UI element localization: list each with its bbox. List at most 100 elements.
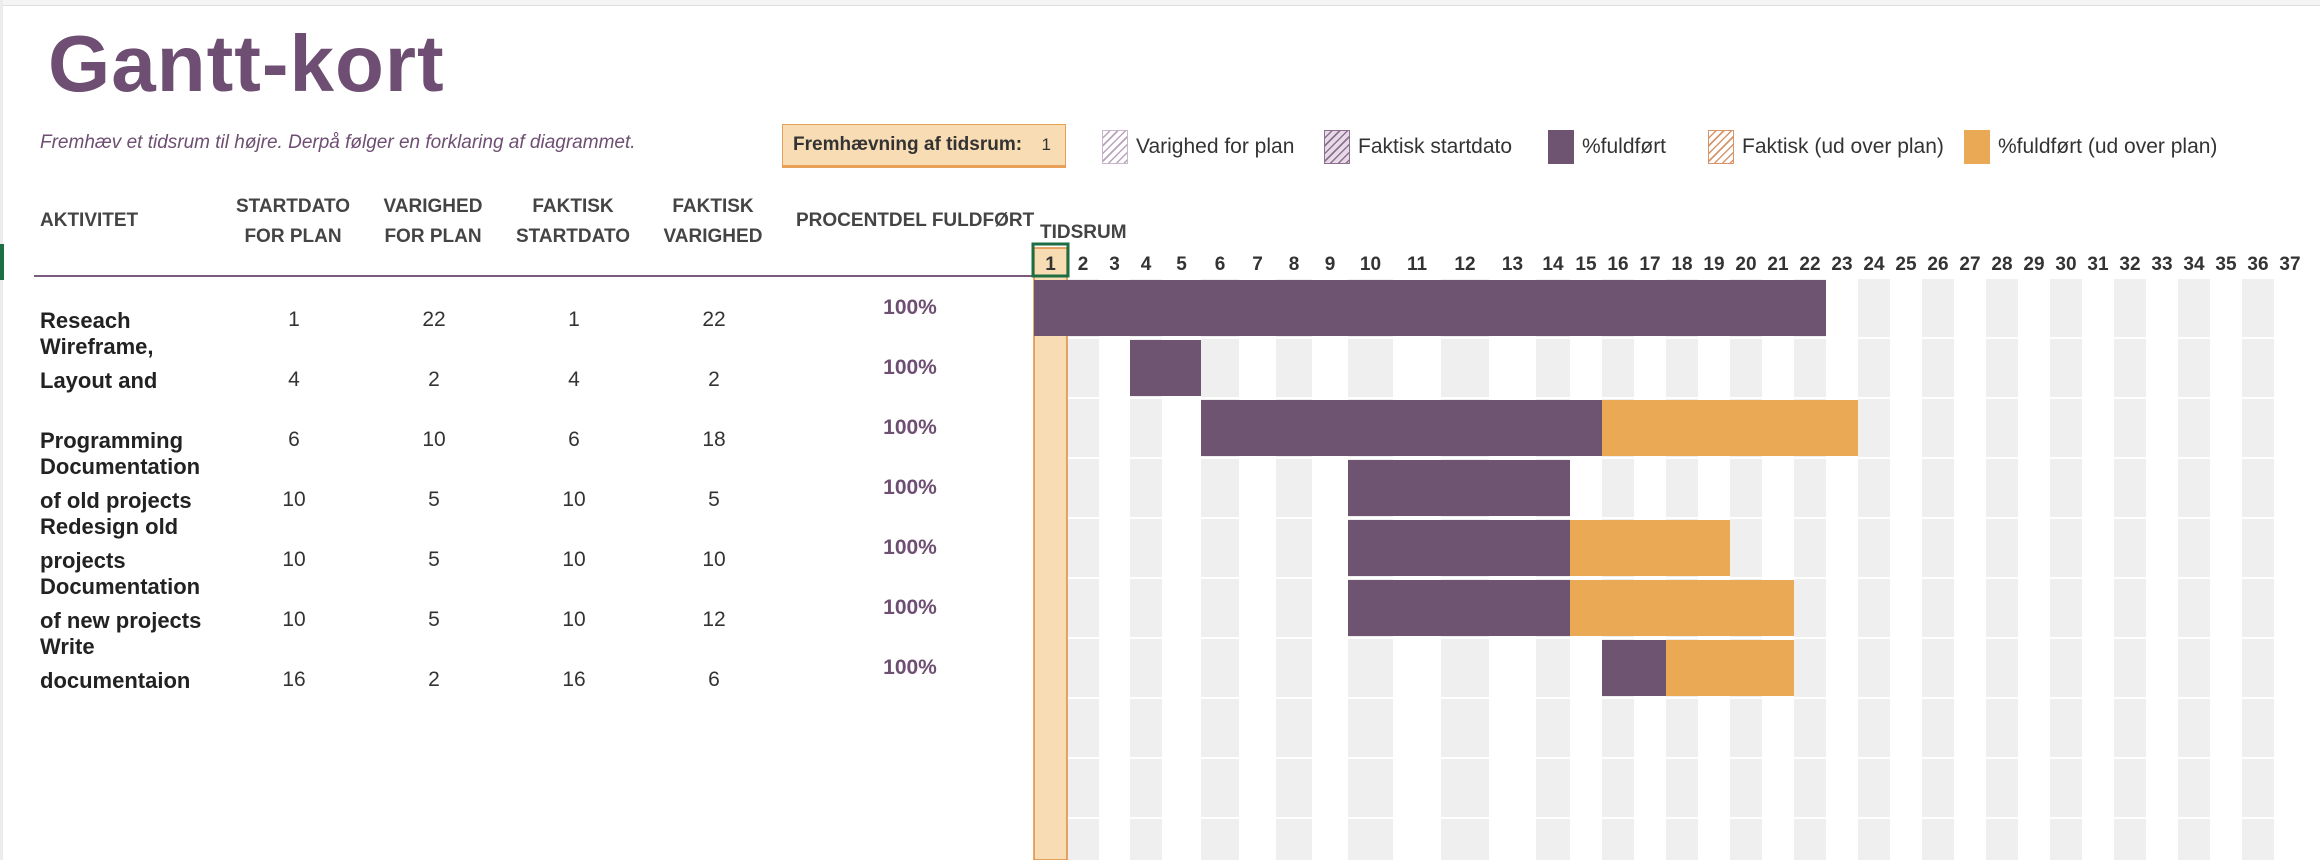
grid-column-shade (2242, 278, 2274, 860)
grid-column-shade (2050, 278, 2082, 860)
legend-percent-complete-beyond: %fuldført (ud over plan) (1964, 128, 2217, 166)
actual-duration-cell: 18 (702, 428, 726, 451)
actual-start-cell: 10 (562, 488, 586, 511)
header-line: FOR PLAN (384, 226, 482, 247)
column-header-period: TIDSRUM (1040, 222, 1127, 243)
actual-duration-cell: 12 (702, 608, 726, 631)
legend-actual-beyond-plan: Faktisk (ud over plan) (1708, 128, 1944, 166)
percent-complete-cell: 100% (883, 596, 937, 619)
plan-duration-swatch-icon (1102, 130, 1128, 164)
header-line: STARTDATO (236, 196, 350, 217)
day-label: 15 (1575, 254, 1597, 275)
highlight-period-field[interactable]: Fremhævning af tidsrum: 1 (782, 124, 1066, 168)
grid-column-shade (1067, 278, 1099, 860)
task-name-redesign: Redesign old projects (40, 510, 240, 578)
actual-start-swatch-icon (1324, 130, 1350, 164)
actual-start-cell: 10 (562, 548, 586, 571)
bar-percent-complete (1201, 400, 1602, 456)
plan-start-cell: 1 (288, 308, 300, 331)
column-header-plan-start: STARTDATO FOR PLAN (228, 192, 358, 252)
plan-start-cell: 4 (288, 368, 300, 391)
legend-actual-start: Faktisk startdato (1324, 128, 1512, 166)
task-name-wireframe: Wireframe, Layout and (40, 330, 240, 398)
task-name-line: Documentation (40, 454, 201, 479)
legend-plan-duration: Varighed for plan (1102, 128, 1294, 166)
highlighted-period-column (1033, 247, 1068, 860)
task-name-line: Documentation (40, 574, 201, 599)
bar-complete-beyond-plan (1570, 580, 1794, 636)
percent-complete-cell: 100% (883, 416, 937, 439)
actual-start-cell: 1 (568, 308, 580, 331)
bar-percent-complete (1348, 520, 1570, 576)
plan-duration-cell: 22 (422, 308, 446, 331)
header-line: VARIGHED (663, 226, 763, 247)
day-label: 3 (1109, 254, 1120, 275)
plan-start-cell: 10 (282, 548, 306, 571)
bar-complete-beyond-plan (1570, 520, 1730, 576)
plan-duration-cell: 2 (428, 368, 440, 391)
plan-start-cell: 6 (288, 428, 300, 451)
highlight-period-label: Fremhævning af tidsrum: (793, 134, 1023, 155)
day-label: 32 (2119, 254, 2140, 275)
day-label: 8 (1289, 254, 1300, 275)
header-line: FOR PLAN (244, 226, 342, 247)
header-line: VARIGHED (383, 196, 483, 217)
legend-percent-complete: %fuldført (1548, 128, 1666, 166)
day-label: 22 (1799, 254, 1820, 275)
day-label: 25 (1895, 254, 1917, 275)
header-line: FAKTISK (532, 196, 614, 217)
bar-percent-complete (1130, 340, 1201, 396)
highlight-period-value[interactable]: 1 (1041, 135, 1051, 154)
column-header-actual-start: FAKTISK STARTDATO (508, 192, 638, 252)
plan-start-cell: 10 (282, 488, 306, 511)
bar-complete-beyond-plan (1602, 400, 1858, 456)
percent-complete-swatch-icon (1548, 130, 1574, 164)
actual-start-cell: 10 (562, 608, 586, 631)
day-label: 24 (1863, 254, 1885, 275)
task-name-line: of new projects (40, 608, 202, 633)
task-name-programming: Programming (40, 424, 240, 458)
bar-complete-beyond-plan (1666, 640, 1794, 696)
percent-complete-cell: 100% (883, 536, 937, 559)
actual-start-cell: 16 (562, 668, 586, 691)
header-line: STARTDATO (516, 226, 630, 247)
actual-duration-cell: 5 (708, 488, 720, 511)
task-name-line: documentaion (40, 668, 191, 693)
percent-complete-cell: 100% (883, 476, 937, 499)
plan-duration-cell: 5 (428, 608, 440, 631)
actual-duration-cell: 6 (708, 668, 720, 691)
plan-start-cell: 10 (282, 608, 306, 631)
grid-column-shade (2178, 278, 2210, 860)
grid-column-shade (1201, 278, 1239, 860)
plan-duration-cell: 5 (428, 488, 440, 511)
percent-complete-beyond-swatch-icon (1964, 130, 1990, 164)
actual-start-cell: 4 (568, 368, 580, 391)
day-label: 10 (1360, 254, 1381, 275)
task-name-line: Wireframe, (40, 334, 154, 359)
column-header-percent-complete: PROCENTDEL FULDFØRT (796, 210, 1035, 231)
legend-label: %fuldført (1582, 135, 1667, 158)
task-name-line: Write (40, 634, 95, 659)
legend-label: Varighed for plan (1136, 135, 1295, 158)
legend-label: Faktisk startdato (1358, 135, 1513, 158)
legend-label: %fuldført (ud over plan) (1998, 135, 2218, 158)
day-label: 7 (1252, 254, 1263, 275)
selected-row-marker (0, 244, 4, 280)
percent-complete-cell: 100% (883, 356, 937, 379)
day-label: 13 (1502, 254, 1523, 275)
actual-duration-cell: 2 (708, 368, 720, 391)
percent-complete-cell: 100% (883, 296, 937, 319)
sheet-left-edge (0, 0, 3, 860)
day-label: 4 (1141, 254, 1152, 275)
task-name-documentation-new: Documentation of new projects (40, 570, 240, 638)
day-label: 9 (1325, 254, 1336, 275)
grid-column-shade (1986, 278, 2018, 860)
day-label: 31 (2087, 254, 2109, 275)
bar-percent-complete (1602, 640, 1666, 696)
task-name-line: Layout and (40, 368, 158, 393)
subtitle: Fremhæv et tidsrum til højre. Derpå følg… (40, 132, 636, 153)
day-label: 29 (2023, 254, 2044, 275)
actual-duration-cell: 22 (702, 308, 726, 331)
legend-label: Faktisk (ud over plan) (1742, 135, 1944, 158)
